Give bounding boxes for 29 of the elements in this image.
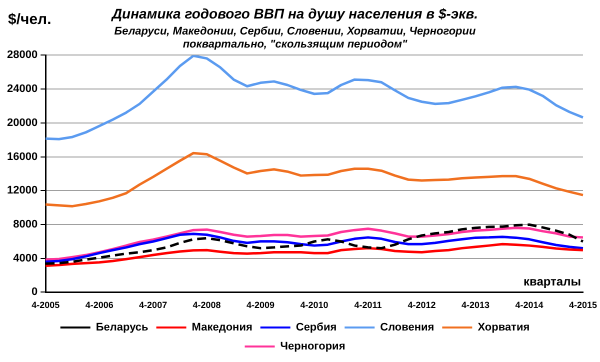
y-tick-label: 20000 — [6, 116, 38, 129]
x-tick-label: 4-2014 — [515, 300, 544, 310]
x-tick-label: 4-2008 — [192, 300, 221, 310]
legend-label: Хорватия — [478, 322, 530, 334]
chart-title: Динамика годового ВВП на душу населения в $-экв. — [110, 5, 478, 22]
y-tick-label: 8000 — [13, 218, 38, 231]
x-tick-label: 4-2011 — [354, 300, 382, 310]
y-tick-label: 12000 — [6, 184, 38, 197]
y-tick-label: 16000 — [6, 150, 38, 163]
legend-label: Словения — [380, 322, 434, 334]
chart-subtitle: Беларуси, Македонии, Сербии, Словении, Хорватии, Черногории поквартально, "скользящим периодом" — [114, 25, 476, 51]
legend-label: Македония — [192, 322, 252, 334]
x-tick-label: 4-2005 — [32, 300, 60, 310]
x-tick-label: 4-2007 — [139, 300, 168, 310]
x-tick-label: 4-2013 — [461, 300, 490, 310]
x-tick-label: 4-2006 — [85, 300, 114, 310]
y-tick-label: 0 — [31, 286, 38, 298]
y-tick-label: 4000 — [13, 252, 38, 264]
x-tick-label: 4-2015 — [568, 300, 598, 310]
legend-label: Сербия — [296, 322, 337, 334]
x-axis-title: кварталы — [523, 274, 581, 289]
y-tick-label: 28000 — [6, 49, 38, 62]
legend-label: Черногория — [280, 340, 346, 353]
legend-label: Беларусь — [96, 322, 149, 334]
x-tick-label: 4-2012 — [408, 300, 436, 310]
y-tick-label: 24000 — [6, 83, 38, 96]
x-tick-label: 4-2010 — [300, 300, 328, 310]
x-tick-label: 4-2009 — [246, 300, 275, 310]
y-axis-title: $/чел. — [8, 11, 52, 28]
